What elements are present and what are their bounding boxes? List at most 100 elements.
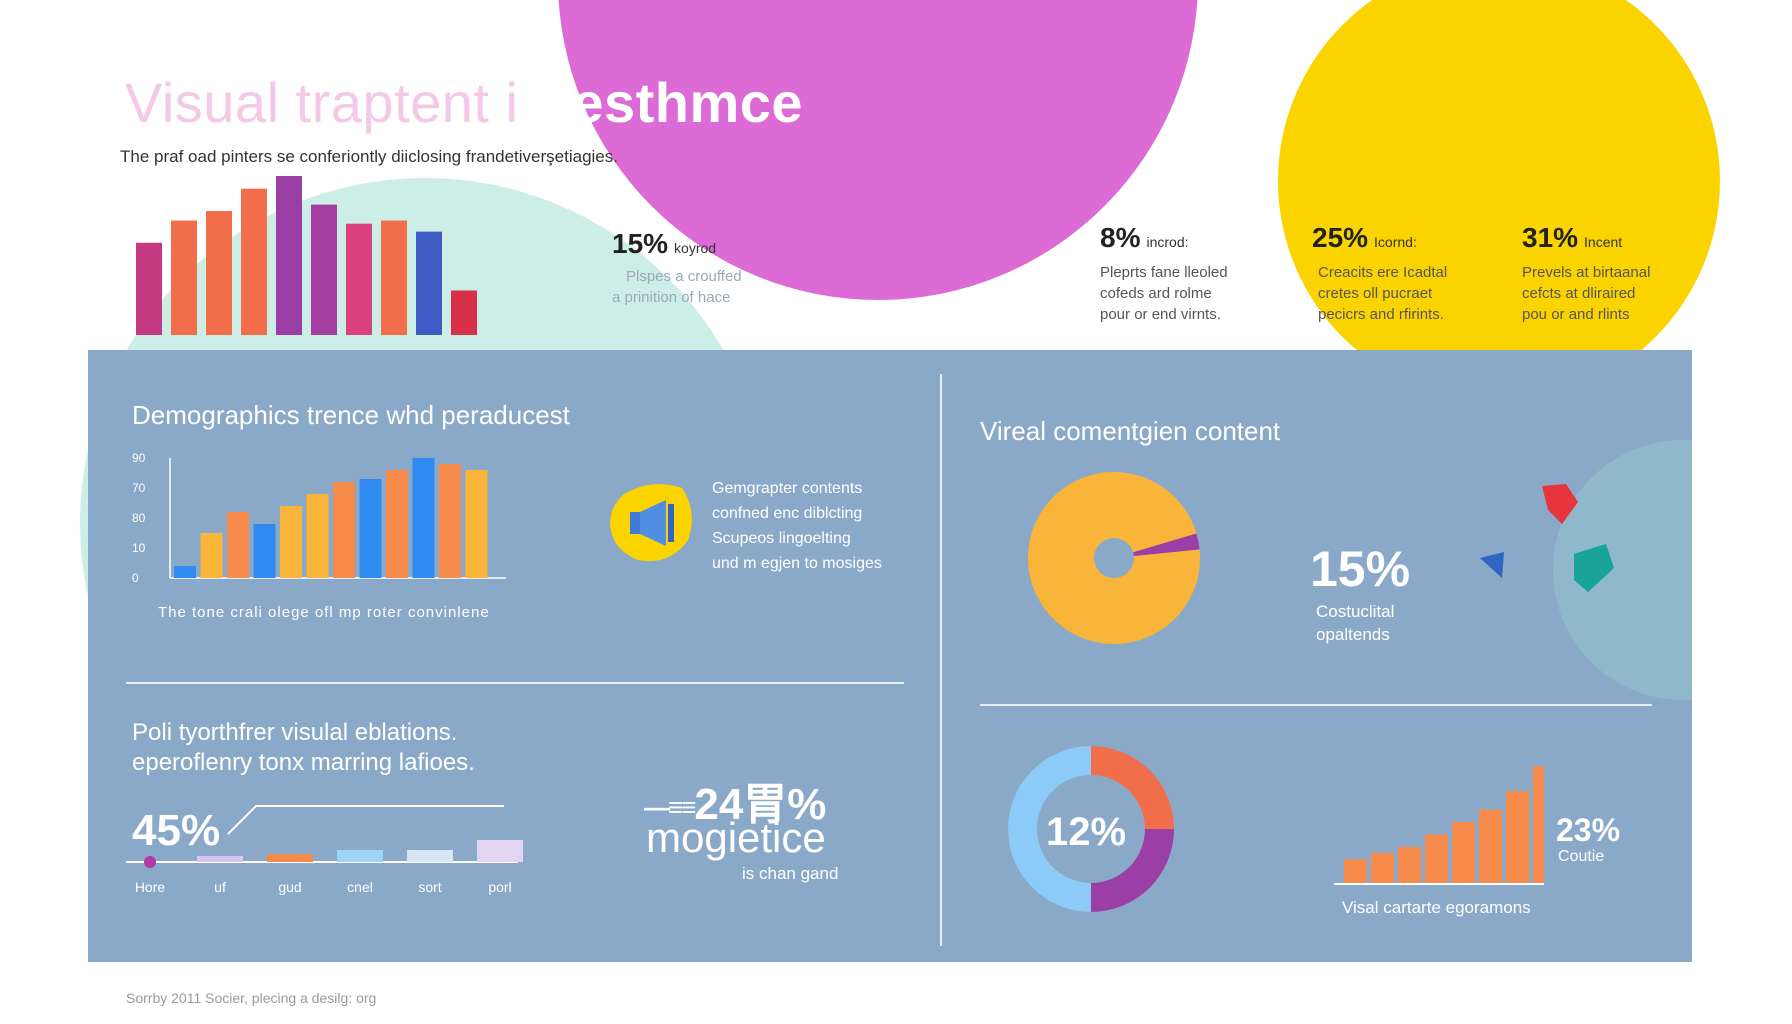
stat-desc-line: cretes oll pucraet [1318, 285, 1433, 302]
stat-25: 25% Icornd: Creacits ere Icadtal cretes o… [1312, 222, 1447, 325]
stat-desc-line: cofeds ard rolme [1100, 285, 1212, 302]
vertical-divider [940, 374, 942, 946]
poll-title-line: Poli tyorthfrer visulal eblations. [132, 719, 458, 746]
slice [1133, 533, 1200, 557]
bar [1533, 766, 1544, 884]
poll-title-line: eperoflenry tonx marring lafioes. [132, 749, 475, 776]
callout-line: Gemgrapter contents [712, 480, 863, 497]
stat-label: Icornd: [1374, 234, 1417, 250]
viral-label-line: opaltends [1316, 625, 1390, 644]
poll-bar-chart: Hore uf gud cnel sort porl [126, 840, 523, 895]
bar [333, 482, 355, 578]
stat-31: 31% Incent Prevels at birtaanal cefcts at… [1522, 222, 1650, 325]
stat-desc-line: Prevels at birtaanal [1522, 264, 1651, 281]
bar [1344, 859, 1367, 884]
bar [311, 204, 337, 335]
slice [1008, 746, 1091, 912]
callout-line: und m egjen to mosiges [712, 555, 882, 572]
demographics-bar-chart: 0 10 80 70 90 [132, 451, 506, 585]
bar [412, 458, 435, 578]
bar [206, 210, 232, 335]
poll-value: 45% [132, 806, 221, 855]
bar [416, 231, 442, 335]
x-tick-label: gud [278, 879, 301, 895]
magnet-value-text: 24胃% [694, 780, 827, 829]
growth-bar-chart [1334, 766, 1544, 885]
bar [346, 223, 372, 335]
slice [1091, 829, 1174, 912]
slice [1091, 746, 1174, 829]
stat-label: Incent [1584, 234, 1623, 250]
bar [477, 840, 523, 862]
demographics-caption: The tone crali olege ofl mp roter convin… [158, 604, 490, 621]
stat-desc-line: Creacits ere Icadtal [1318, 264, 1448, 281]
megaphone-icon [610, 484, 692, 562]
bar [136, 242, 162, 335]
bar [171, 220, 197, 335]
bar [1479, 809, 1502, 884]
viral-donut-chart [1028, 472, 1200, 644]
magnet-sub: is chan gand [742, 864, 839, 883]
demographics-title: Demographics trence whd peraducest [132, 400, 570, 430]
magnet-word: mogietice [646, 814, 826, 861]
growth-caption: Visal cartarte egoramons [1342, 898, 1531, 917]
bar [276, 176, 302, 335]
stat-desc-line: Plspes a crouffed [626, 268, 742, 285]
stat-desc-line: pou or and rlints [1522, 306, 1630, 323]
bar [465, 470, 488, 578]
bar [451, 290, 477, 335]
viral-label-line: Costuclital [1316, 602, 1395, 621]
demographics-callout: Gemgrapter contents confned enc diblctin… [712, 476, 882, 576]
stat-desc-line: a prinition of hace [612, 289, 731, 306]
top-bar-chart [136, 176, 477, 335]
bar [197, 856, 243, 862]
twelve-donut-chart [1008, 746, 1174, 912]
stat-desc-line: pecicrs and rfirints. [1318, 306, 1444, 323]
callout-line: confned enc diblcting [712, 505, 863, 522]
y-tick-label: 10 [132, 541, 146, 555]
x-tick-label: cnel [347, 879, 373, 895]
callout-line: Scupeos lingoelting [712, 530, 851, 547]
y-tick-label: 80 [132, 511, 146, 525]
viral-title: Vireal comentgien content [980, 416, 1281, 446]
y-tick-label: 0 [132, 571, 139, 585]
stat-value: 15% [612, 228, 669, 259]
twelve-value: 12% [1046, 810, 1127, 854]
bar [241, 188, 267, 335]
page-title: Visual traptent ifoesthmce [125, 70, 803, 135]
stat-label: koyrod [674, 240, 717, 256]
y-tick-label: 70 [132, 481, 146, 495]
bar [386, 470, 408, 578]
bar [227, 512, 249, 578]
stat-15: 15% koyrod Plspes a crouffed a prinition … [612, 228, 742, 308]
stat-value: 31% [1522, 222, 1579, 253]
bar [381, 220, 407, 335]
stat-value: 8% [1100, 222, 1141, 253]
bar [439, 464, 461, 578]
bar [1371, 853, 1394, 884]
title-part-1: Visual traptent i [125, 71, 519, 134]
left-horizontal-divider [126, 682, 904, 684]
right-horizontal-divider [980, 704, 1652, 706]
magnet-value: —≡≡24胃% [644, 768, 826, 832]
bar [306, 494, 329, 578]
viral-label: Costuclital opaltends [1316, 600, 1394, 646]
bar [1398, 846, 1421, 884]
growth-value: 23% [1556, 812, 1621, 848]
viral-value: 15% [1310, 541, 1411, 597]
title-part-2: foesthmce [518, 71, 804, 134]
main-panel: Demographics trence whd peraducest 0 10 80… [88, 350, 1692, 962]
bar [1425, 834, 1448, 884]
bar [144, 856, 156, 868]
stat-desc-line: cefcts at dliraired [1522, 285, 1636, 302]
growth-label: Coutie [1558, 848, 1605, 865]
bar [1506, 791, 1529, 884]
bar [280, 506, 302, 578]
poll-pointer-line [227, 805, 504, 835]
bar [407, 850, 453, 862]
poll-title: Poli tyorthfrer visulal eblations. epero… [132, 718, 475, 778]
yellow-circle [1278, 0, 1720, 402]
slice [1028, 472, 1200, 644]
stat-value: 25% [1312, 222, 1369, 253]
y-tick-label: 90 [132, 451, 146, 465]
